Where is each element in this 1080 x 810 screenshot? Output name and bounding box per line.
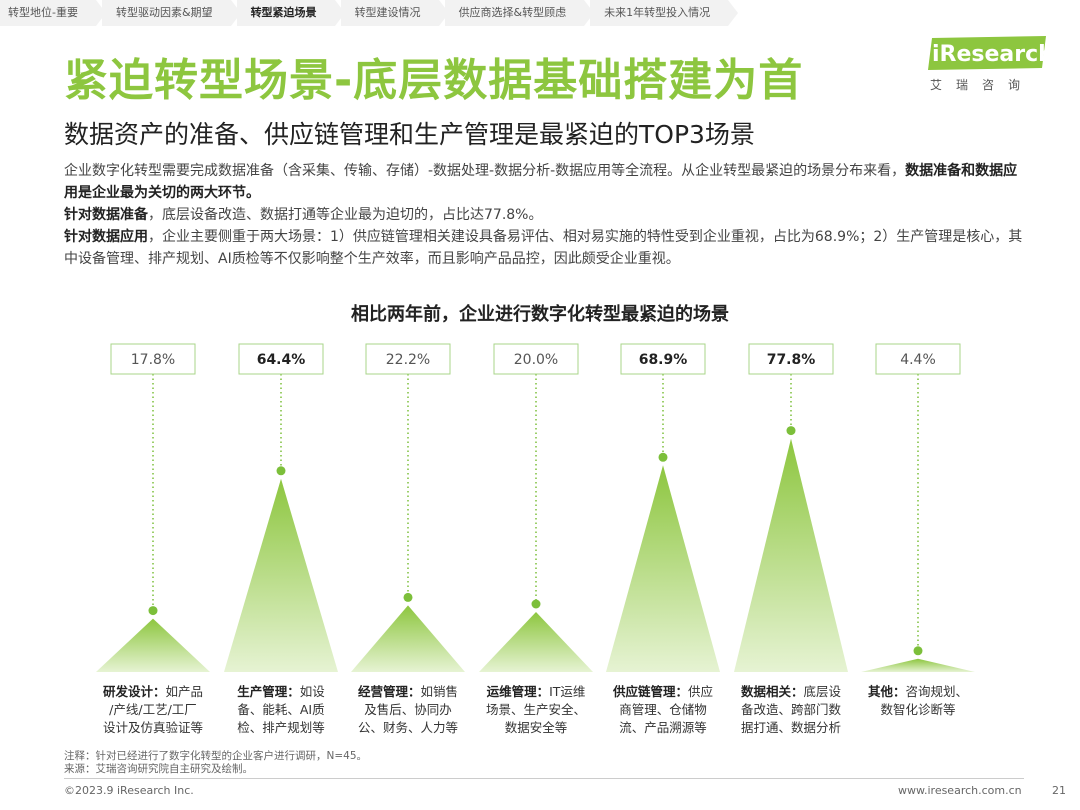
description-text: 企业数字化转型需要完成数据准备（含采集、传输、存储）-数据处理-数据分析-数据应…: [64, 160, 1024, 270]
iresearch-logo: iResearch 艾瑞咨询: [928, 36, 1054, 94]
bar-triangle-1: [224, 478, 338, 672]
category-label-6-line-1: 数智化诊断等: [880, 702, 955, 717]
logo-text: iResearch: [932, 42, 1054, 67]
logo-background-icon: [928, 36, 1046, 70]
category-label-6-line-0: 其他：咨询规划、: [868, 684, 968, 699]
nav-item-urgent-scenarios[interactable]: 转型紧迫场景: [236, 0, 345, 26]
nav-item-position[interactable]: 转型地位-重要: [0, 0, 106, 26]
paragraph-3-bold: 针对数据应用: [64, 229, 148, 245]
note-text: 注释：针对已经进行了数字化转型的企业客户进行调研，N=45。: [64, 750, 368, 762]
footer-copyright: ©2023.9 iResearch Inc.: [64, 784, 194, 797]
page-title: 紧迫转型场景-底层数据基础搭建为首: [64, 55, 804, 106]
apex-dot-3: [531, 599, 541, 609]
category-label-5-line-2: 据打通、数据分析: [741, 720, 841, 735]
bar-triangle-2: [351, 605, 465, 672]
paragraph-1-text: 企业数字化转型需要完成数据准备（含采集、传输、存储）-数据处理-数据分析-数据应…: [64, 163, 906, 179]
category-label-1-line-2: 检、排产规划等: [237, 720, 325, 735]
category-label-1-line-0: 生产管理：如设: [237, 684, 325, 699]
value-label-box-0: [110, 343, 196, 375]
value-label-0: 17.8%: [131, 352, 175, 368]
paragraph-3-text: ，企业主要侧重于两大场景：1）供应链管理相关建设具备易评估、相对易实施的特性受到…: [64, 229, 1023, 267]
nav-item-future-investment[interactable]: 未来1年转型投入情况: [590, 0, 739, 26]
paragraph-2: 针对数据准备，底层设备改造、数据打通等企业最为迫切的，占比达77.8%。: [64, 204, 1024, 226]
paragraph-2-text: ，底层设备改造、数据打通等企业最为迫切的，占比达77.8%。: [148, 207, 543, 223]
category-label-4-line-0: 供应链管理：供应: [612, 684, 713, 699]
value-label-4: 68.9%: [639, 352, 688, 368]
value-label-box-3: [493, 343, 579, 375]
bar-triangle-4: [606, 465, 720, 672]
page-subtitle: 数据资产的准备、供应链管理和生产管理是最紧迫的TOP3场景: [64, 120, 755, 149]
footer-url[interactable]: www.iresearch.com.cn: [898, 784, 1022, 797]
footer-divider: [64, 778, 1024, 779]
breadcrumb-nav: 转型地位-重要 转型驱动因素&期望 转型紧迫场景 转型建设情况 供应商选择&转型…: [0, 0, 1080, 26]
value-label-box-2: [365, 343, 451, 375]
value-label-box-6: [875, 343, 961, 375]
category-label-0-line-1: /产线/工艺/工厂: [109, 702, 197, 717]
value-label-box-5: [748, 343, 834, 375]
category-label-2-line-1: 及售后、协同办: [364, 702, 452, 717]
value-label-6: 4.4%: [900, 352, 936, 368]
category-label-3-line-0: 运维管理：IT运维: [487, 684, 586, 699]
value-label-2: 22.2%: [386, 352, 430, 368]
category-label-0-line-0: 研发设计：如产品: [103, 684, 203, 699]
nav-item-drivers[interactable]: 转型驱动因素&期望: [101, 0, 241, 26]
notes: 注释：针对已经进行了数字化转型的企业客户进行调研，N=45。 来源：艾瑞咨询研究…: [64, 750, 367, 776]
category-label-2-line-0: 经营管理：如销售: [358, 684, 458, 699]
category-label-5-line-0: 数据相关：底层设: [740, 684, 842, 699]
apex-dot-1: [276, 466, 286, 476]
category-label-3-line-1: 场景、生产安全、: [486, 702, 586, 717]
paragraph-2-bold: 针对数据准备: [64, 207, 148, 223]
apex-dot-2: [403, 592, 413, 602]
category-label-5-line-1: 备改造、跨部门数: [741, 702, 842, 717]
category-label-1-line-1: 备、能耗、AI质: [237, 702, 324, 717]
nav-item-vendor-selection[interactable]: 供应商选择&转型顾虑: [444, 0, 594, 26]
source-text: 来源：艾瑞咨询研究院自主研究及绘制。: [64, 763, 253, 775]
category-label-0-line-2: 设计及仿真验证等: [103, 720, 203, 735]
bar-triangle-5: [734, 438, 848, 672]
apex-dot-5: [786, 426, 796, 436]
bar-triangle-6: [861, 658, 975, 672]
category-label-2-line-2: 公、财务、人力等: [358, 720, 458, 735]
value-label-3: 20.0%: [514, 352, 558, 368]
apex-dot-6: [913, 646, 923, 656]
value-label-box-4: [620, 343, 706, 375]
nav-item-construction[interactable]: 转型建设情况: [340, 0, 449, 26]
category-label-4-line-2: 流、产品溯源等: [619, 720, 707, 735]
logo-subtext: 艾瑞咨询: [930, 78, 1035, 92]
chart-title: 相比两年前，企业进行数字化转型最紧迫的场景: [351, 304, 729, 325]
paragraph-1: 企业数字化转型需要完成数据准备（含采集、传输、存储）-数据处理-数据分析-数据应…: [64, 160, 1024, 204]
paragraph-1-bold: 数据准备和数据应用是企业最为关切的两大环节。: [64, 163, 1018, 201]
bar-triangle-3: [479, 612, 593, 672]
category-label-3-line-2: 数据安全等: [505, 720, 568, 735]
page-number: 21: [1052, 784, 1066, 797]
value-label-1: 64.4%: [257, 352, 306, 368]
value-label-box-1: [238, 343, 324, 375]
paragraph-3: 针对数据应用，企业主要侧重于两大场景：1）供应链管理相关建设具备易评估、相对易实…: [64, 226, 1024, 270]
value-label-5: 77.8%: [767, 352, 816, 368]
apex-dot-0: [148, 606, 158, 616]
apex-dot-4: [658, 452, 668, 462]
category-label-4-line-1: 商管理、仓储物: [619, 702, 707, 717]
bar-triangle-0: [96, 618, 210, 672]
